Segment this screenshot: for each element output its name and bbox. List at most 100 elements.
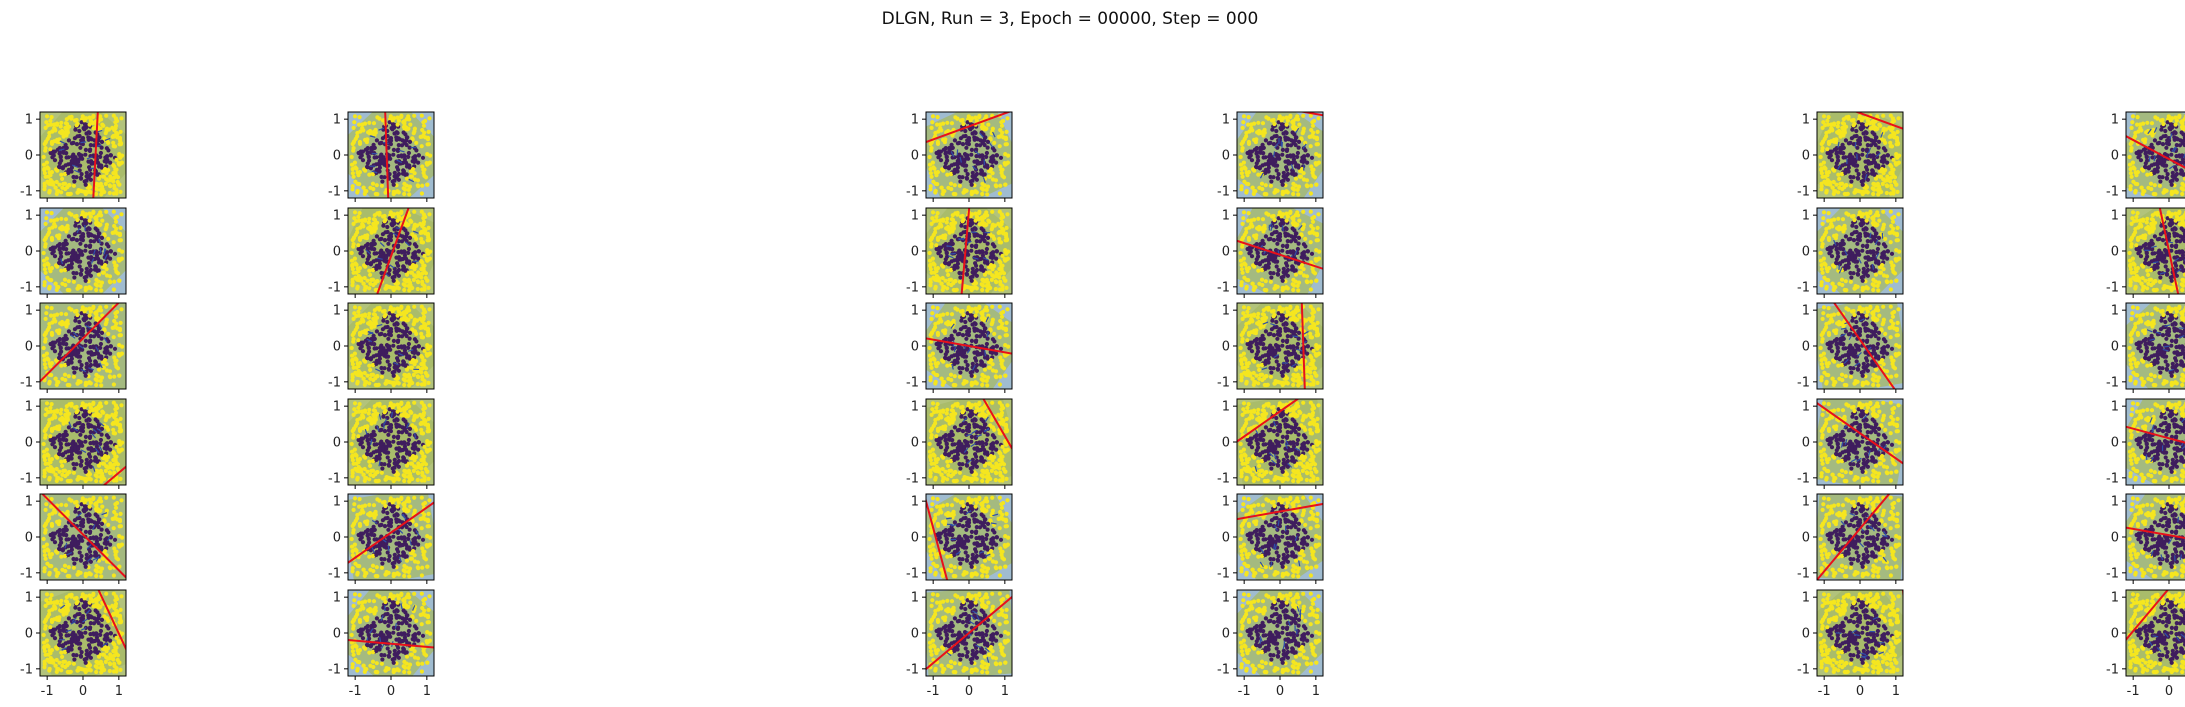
arrow <box>1875 152 1881 158</box>
inner-point <box>1268 174 1273 180</box>
subplot-r1-c4: -101 <box>1797 207 1904 298</box>
arrow <box>2169 165 2175 170</box>
inner-point <box>1274 128 1279 134</box>
inner-point <box>84 174 89 179</box>
outer-point <box>420 164 425 169</box>
inner-point <box>2167 222 2172 227</box>
outer-point <box>1877 122 1882 127</box>
inner-point <box>1860 147 1865 152</box>
outer-point <box>945 286 950 291</box>
outer-point <box>50 129 55 134</box>
inner-point <box>2144 246 2149 251</box>
inner-point <box>1266 165 1271 170</box>
inner-point <box>1266 265 1271 270</box>
outer-point <box>1252 188 1257 194</box>
outer-point <box>1838 226 1843 231</box>
inner-point <box>412 255 417 260</box>
inner-point <box>961 134 966 139</box>
outer-point <box>999 266 1004 272</box>
outer-point <box>49 115 54 120</box>
outer-point <box>349 162 355 167</box>
inner-point <box>938 254 944 259</box>
outer-point <box>351 174 356 179</box>
inner-point <box>365 165 370 170</box>
outer-point <box>41 250 46 256</box>
outer-point <box>104 209 109 214</box>
outer-point <box>2150 217 2156 222</box>
inner-point <box>1261 241 1266 246</box>
outer-point <box>993 183 998 188</box>
outer-point <box>392 212 397 217</box>
outer-point <box>2149 121 2155 126</box>
inner-point <box>2164 145 2169 150</box>
inner-point <box>69 261 74 266</box>
inner-point <box>1281 274 1286 279</box>
outer-point <box>2168 285 2173 290</box>
arrow-field <box>2144 241 2185 275</box>
arrow <box>103 248 106 255</box>
outer-point <box>62 372 68 377</box>
outer-point <box>53 376 58 381</box>
outer-point <box>351 146 356 151</box>
outer-point <box>964 188 969 193</box>
outer-point <box>992 236 997 241</box>
inner-point <box>1285 167 1290 172</box>
arrow <box>2153 127 2158 133</box>
outer-point <box>403 187 408 192</box>
outer-point <box>101 174 106 179</box>
inner-point <box>387 268 392 273</box>
outer-point <box>370 172 376 177</box>
outer-point <box>426 238 431 243</box>
inner-point <box>956 251 961 256</box>
inner-point <box>2181 228 2185 233</box>
outer-point <box>1861 116 1866 121</box>
outer-point <box>423 175 429 180</box>
arrow <box>1867 147 1871 154</box>
inner-point <box>960 175 965 180</box>
outer-point <box>2145 172 2150 177</box>
inner-point <box>946 165 952 170</box>
outer-point <box>80 210 85 215</box>
outer-point <box>1299 137 1304 142</box>
inner-point <box>1261 155 1266 160</box>
outer-point <box>941 188 946 194</box>
inner-point <box>969 248 974 253</box>
outer-point <box>396 118 401 123</box>
outer-point <box>1304 274 1310 279</box>
inner-point <box>980 140 985 145</box>
inner-point <box>105 154 110 159</box>
inner-point <box>69 158 74 164</box>
subplot-r1-c2: -101 <box>906 207 1013 298</box>
outer-point <box>56 236 62 241</box>
outer-point <box>410 233 415 238</box>
inner-point <box>388 138 394 143</box>
outer-point <box>928 184 933 189</box>
arrow <box>2173 257 2179 263</box>
outer-point <box>981 283 986 288</box>
inner-point <box>1266 158 1271 164</box>
inner-point <box>70 251 75 256</box>
outer-point <box>2127 258 2133 263</box>
inner-point <box>2172 231 2177 236</box>
outer-point <box>2180 191 2185 197</box>
inner-point <box>1854 264 1859 269</box>
inner-point <box>377 261 382 266</box>
outer-point <box>1888 179 1893 184</box>
outer-point <box>118 129 123 134</box>
inner-point <box>57 242 62 247</box>
inner-point <box>389 222 394 227</box>
outer-point <box>946 272 951 277</box>
inner-point <box>381 223 386 228</box>
inner-point <box>386 241 391 246</box>
inner-point <box>1296 241 1301 246</box>
outer-point <box>2182 221 2185 226</box>
arrow-field <box>60 225 108 265</box>
inner-point <box>1841 151 1846 156</box>
arrow <box>2167 241 2174 244</box>
outer-point <box>419 236 424 241</box>
inner-point <box>1271 175 1276 180</box>
inner-point <box>2135 247 2140 252</box>
inner-point <box>1257 261 1262 266</box>
inner-point <box>2143 261 2148 266</box>
inner-point <box>1881 255 1886 260</box>
